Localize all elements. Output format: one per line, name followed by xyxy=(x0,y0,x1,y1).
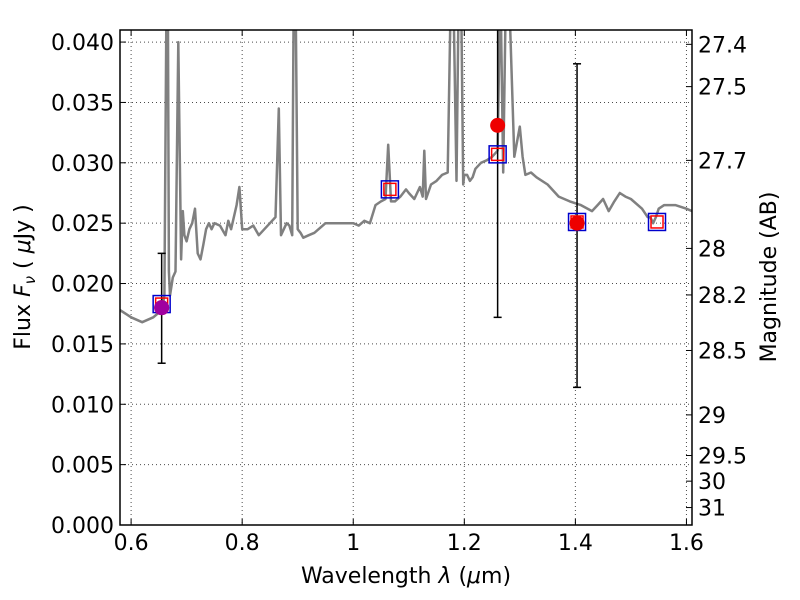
x-tick-label: 0.8 xyxy=(225,531,260,556)
right-tick-label: 28 xyxy=(698,237,726,262)
red-square-marker xyxy=(383,182,397,197)
y-tick-label: 0.005 xyxy=(51,454,114,479)
right-tick-label: 27.5 xyxy=(698,76,747,101)
right-tick-label: 30 xyxy=(698,470,726,495)
y-tick-label: 0.040 xyxy=(51,31,114,56)
blue-square-marker xyxy=(647,212,667,232)
axis-ticks xyxy=(120,30,692,526)
y-tick-label: 0.025 xyxy=(51,212,114,237)
y-tick-label: 0.010 xyxy=(51,393,114,418)
filled-circle-marker xyxy=(154,300,170,316)
filled-circle-marker xyxy=(490,117,506,133)
model-spectrum-line xyxy=(120,30,692,324)
x-tick-label: 1.6 xyxy=(669,531,704,556)
right-tick-label: 28.5 xyxy=(698,339,747,364)
axes-frame xyxy=(119,29,693,526)
y-tick-label: 0.030 xyxy=(51,152,114,177)
y-tick-label: 0.020 xyxy=(51,273,114,298)
right-tick-label: 29.5 xyxy=(698,445,747,470)
x-axis-title: Wavelength λ (μm) xyxy=(301,564,511,589)
red-square-marker xyxy=(650,215,664,229)
y-axis-title-right: Magnitude (AB) xyxy=(757,192,782,363)
right-tick-label: 28.2 xyxy=(698,284,747,309)
filled-circle-marker xyxy=(569,215,585,231)
x-tick-label: 1.4 xyxy=(558,531,593,556)
y-tick-label: 0.035 xyxy=(51,91,114,116)
y-tick-label: 0.000 xyxy=(51,514,114,539)
plot-area xyxy=(120,30,692,389)
right-tick-label: 29 xyxy=(698,404,726,429)
y-axis-title-left: Flux Fν ( μJy ) xyxy=(11,204,39,349)
y-tick-label: 0.015 xyxy=(51,333,114,358)
x-tick-label: 0.6 xyxy=(114,531,149,556)
right-tick-label: 31 xyxy=(698,497,726,522)
axis-tick-labels: 0.6 0.8 1 1.2 1.4 1.6 0.000 0.005 0.010 0.015 0.02… xyxy=(51,31,747,556)
x-tick-label: 1.2 xyxy=(447,531,482,556)
x-tick-label: 1 xyxy=(346,531,360,556)
blue-square-marker xyxy=(380,180,400,199)
right-tick-label: 27.7 xyxy=(698,149,747,174)
right-tick-label: 27.4 xyxy=(698,33,747,58)
blue-square-marker xyxy=(488,145,507,164)
red-square-marker xyxy=(490,147,505,162)
